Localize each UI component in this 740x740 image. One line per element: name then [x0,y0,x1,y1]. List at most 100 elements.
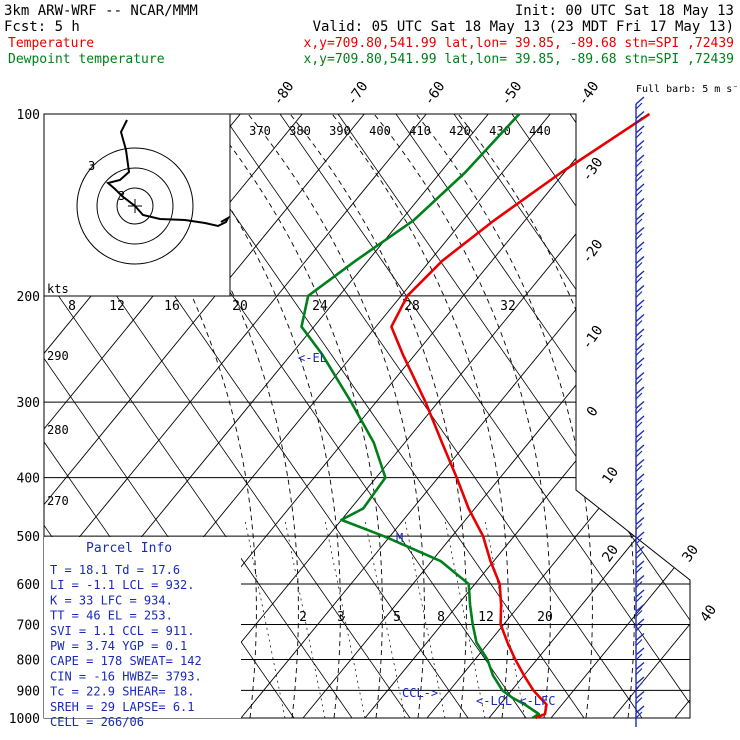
mixing-ratio-label: 5 [393,610,401,625]
barb-flag [635,624,643,632]
moist-adiabat [205,114,383,718]
barb-flag [635,618,645,627]
dry-adiabat [44,114,353,718]
wind-barb [635,197,645,220]
wind-barb [635,661,645,684]
barb-flag [635,676,645,685]
isotherm-label: -20 [579,237,607,267]
el-marker: <-EL [298,351,327,365]
barb-flag [635,603,645,613]
hodo-ring-label: 3 [88,159,95,173]
isotherm-label: 20 [599,542,622,565]
moist-adiabat [289,114,467,718]
barb-flag [635,531,645,540]
barb-flag [635,247,643,255]
isotherm-label: -40 [575,79,603,109]
barb-flag [635,494,643,501]
barb-flag [635,371,645,381]
isotherm-line [612,114,690,718]
wind-barb [635,618,645,640]
barb-flag [635,479,643,487]
barb-flag [635,566,643,574]
barb-flag [635,436,643,443]
isotherm-line [44,114,365,718]
left-theta-label: 280 [47,423,69,437]
theta-label: 380 [289,124,311,138]
left-theta-label: 270 [47,494,69,508]
legend-dewpoint: Dewpoint temperature [8,52,165,67]
wind-barb [635,603,645,626]
isotherm-line [488,114,690,718]
barb-flag [635,139,645,149]
wind-barb [635,386,645,408]
parcel-info-box: Parcel Info T = 18.1 Td = 17.6LI = -1.1 … [44,537,241,729]
barb-flag [635,270,645,279]
left-theta-label: 290 [47,349,69,363]
barb-flag [635,705,645,714]
isotherm-line [364,114,690,718]
barb-flag [635,96,645,105]
barb-flag [635,473,645,482]
hodograph-speed-labels: 8 12 16 20 24 28 32 [68,299,516,314]
pressure-label: 1000 [9,712,40,727]
barb-flag [635,328,645,337]
parcel-marker: M [396,531,403,545]
barb-flag [635,212,645,221]
pressure-label: 700 [17,618,40,633]
wind-barb [635,632,645,655]
wind-barb [635,502,645,524]
barb-flag [635,589,645,598]
pressure-label: 200 [17,290,40,305]
parcel-info-row: TT = 46 EL = 253. [50,609,173,623]
dry-adiabat [627,114,690,718]
pressure-label: 500 [17,530,40,545]
barb-flag [635,334,643,342]
theta-label: 410 [409,124,431,138]
barb-flag [635,682,643,690]
barb-flag [635,342,645,352]
mixing-ratio-line [404,519,446,718]
mixing-ratio-label: 20 [537,610,553,625]
wind-barb [635,473,645,495]
temperature-profile [390,112,651,720]
isotherm-line [44,114,427,718]
dry-adiabat [337,114,690,718]
dewpoint-profile [300,113,541,720]
parcel-info-row: PW = 3.74 YGP = 0.1 [50,639,187,653]
hodo-ring [76,147,194,265]
isotherm-line [240,114,690,718]
wind-barb [635,255,645,278]
init-time: Init: 00 UTC Sat 18 May 13 [515,3,734,19]
hodo-ring-label: 3 [118,189,125,203]
wind-barb [635,328,645,350]
theta-labels: 370 380 390 400 410 420 430 440 [249,124,551,138]
wind-barb [635,168,645,191]
barb-flag [635,313,645,323]
barb-flag [635,668,643,675]
wind-barb [635,313,645,336]
parcel-info-row: Tc = 22.9 SHEAR= 18. [50,685,195,699]
barb-flag [635,508,643,516]
hodograph-speed-label: 20 [232,299,248,314]
valid-time: Valid: 05 UTC Sat 18 May 13 (23 MDT Fri … [313,19,734,35]
barb-flag [635,647,645,656]
isotherm-label: -50 [498,79,526,109]
isotherm-line [550,114,690,718]
barb-flag [635,581,643,588]
barb-flag [635,160,643,168]
mixing-ratio-line [484,519,526,718]
theta-label: 400 [369,124,391,138]
mixing-ratio-line [364,519,406,718]
hodograph-speed-label: 24 [312,299,328,314]
barb-flag [635,154,645,163]
barb-flag [635,378,643,385]
barb-flag [635,450,643,458]
barb-flag [635,299,645,308]
hodograph-speed-label: 32 [500,299,516,314]
barb-flag [635,444,645,453]
hodograph-speed-label: 8 [68,299,76,314]
theta-label: 440 [529,124,551,138]
barb-flag [635,125,645,134]
barb-flag [635,233,643,240]
wind-barb [635,676,645,698]
